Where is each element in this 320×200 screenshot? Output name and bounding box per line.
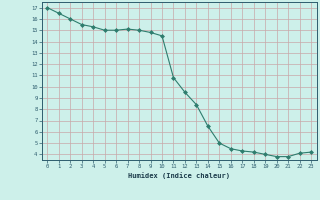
X-axis label: Humidex (Indice chaleur): Humidex (Indice chaleur) [128,172,230,179]
